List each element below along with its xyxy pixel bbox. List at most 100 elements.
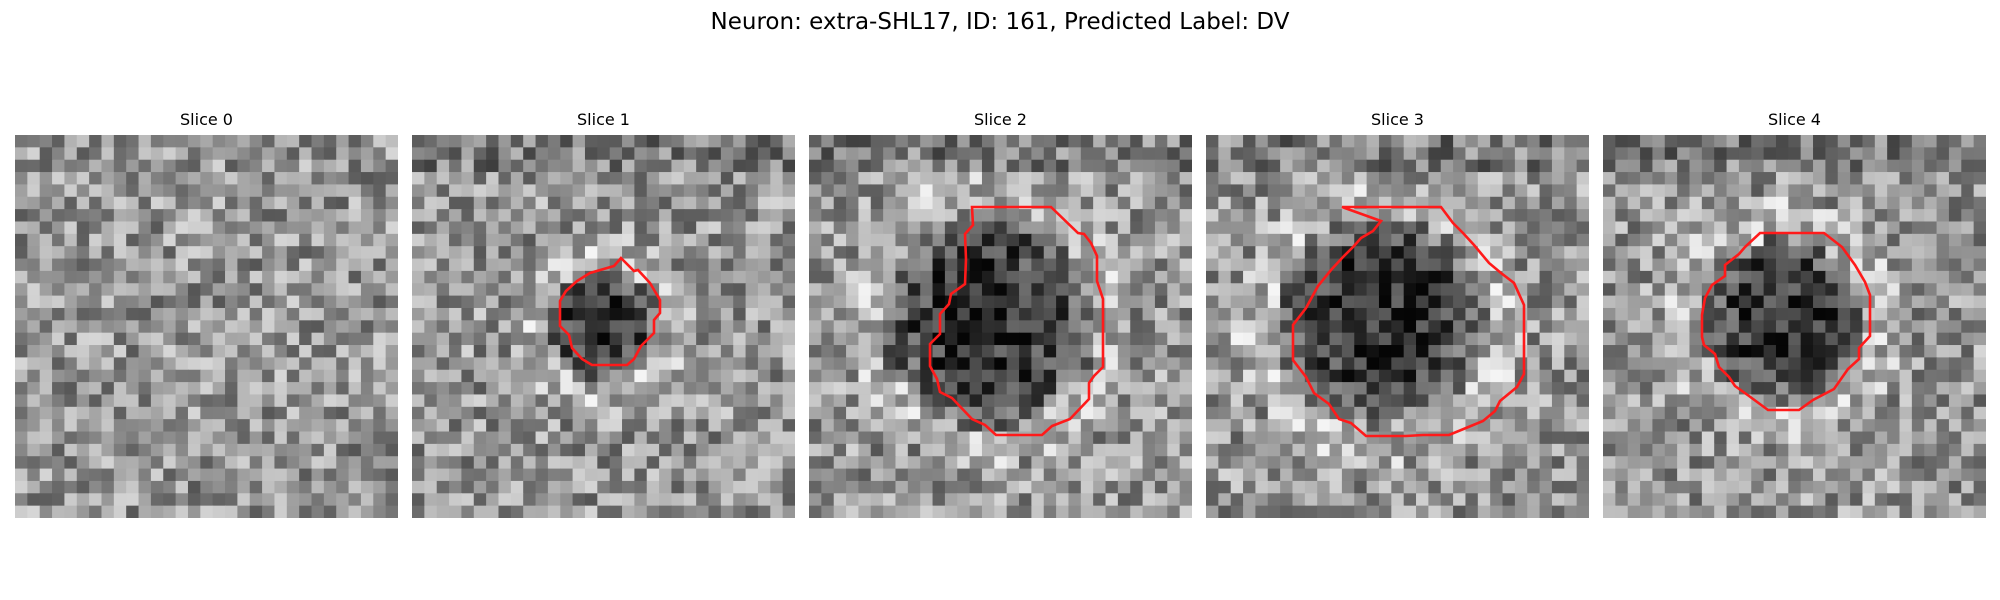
pixel	[89, 431, 103, 445]
pixel	[1887, 270, 1901, 284]
pixel	[1255, 159, 1269, 173]
pixel	[1788, 493, 1802, 507]
pixel	[1800, 320, 1814, 334]
pixel	[1825, 419, 1839, 433]
pixel	[15, 443, 28, 457]
pixel	[200, 283, 214, 297]
pixel	[1677, 246, 1691, 260]
pixel	[1329, 332, 1343, 346]
pixel	[1105, 159, 1119, 173]
pixel	[1627, 332, 1641, 346]
pixel	[535, 283, 549, 297]
pixel	[486, 456, 500, 470]
pixel	[1354, 394, 1368, 408]
pixel	[659, 332, 673, 346]
pixel	[1329, 283, 1343, 297]
pixel	[907, 369, 921, 383]
pixel	[1167, 480, 1181, 494]
pixel	[412, 332, 425, 346]
pixel	[609, 443, 623, 457]
pixel	[1664, 221, 1678, 235]
pixel	[944, 320, 958, 334]
pixel	[27, 147, 41, 161]
pixel	[385, 431, 398, 445]
pixel	[1800, 246, 1814, 260]
pixel	[622, 369, 635, 383]
pixel	[1825, 369, 1839, 383]
pixel	[1167, 258, 1181, 272]
pixel	[733, 382, 747, 396]
pixel	[1354, 345, 1368, 358]
pixel	[523, 468, 537, 482]
pixel	[757, 196, 771, 210]
pixel	[757, 209, 771, 223]
pixel	[1738, 345, 1752, 358]
pixel	[622, 419, 635, 433]
pixel	[1751, 159, 1765, 173]
pixel	[1936, 295, 1950, 309]
pixel	[348, 431, 362, 445]
pixel	[646, 209, 660, 223]
pixel	[225, 295, 238, 309]
pixel	[175, 246, 189, 260]
pixel	[1825, 147, 1839, 161]
pixel	[782, 320, 795, 334]
pixel	[1564, 196, 1578, 210]
pixel	[846, 307, 860, 321]
pixel	[1788, 456, 1802, 470]
pixel	[1813, 159, 1826, 173]
pixel	[1341, 258, 1355, 272]
pixel	[486, 233, 500, 247]
pixel	[1304, 184, 1318, 198]
pixel	[1640, 320, 1654, 334]
pixel	[1428, 443, 1442, 457]
pixel	[1019, 283, 1032, 297]
pixel	[1154, 493, 1168, 507]
pixel	[994, 505, 1008, 518]
pixel	[1738, 283, 1752, 297]
pixel	[957, 406, 971, 420]
pixel	[436, 493, 450, 507]
pixel	[76, 246, 90, 260]
pixel	[821, 307, 835, 321]
pixel	[1440, 172, 1454, 186]
pixel	[907, 135, 921, 148]
pixel	[1652, 270, 1666, 284]
pixel	[1862, 456, 1876, 470]
pixel	[895, 345, 909, 358]
pixel	[1080, 283, 1094, 297]
pixel	[348, 493, 362, 507]
pixel	[187, 320, 201, 334]
pixel	[1378, 147, 1392, 161]
pixel	[883, 258, 897, 272]
pixel	[449, 332, 463, 346]
pixel	[200, 184, 214, 198]
pixel	[150, 332, 164, 346]
pixel	[1304, 443, 1318, 457]
pixel	[274, 270, 288, 284]
pixel	[1627, 196, 1641, 210]
pixel	[895, 468, 909, 482]
pixel	[1006, 406, 1020, 420]
pixel	[1677, 382, 1691, 396]
pixel	[1527, 233, 1541, 247]
pixel	[535, 307, 549, 321]
pixel	[1551, 468, 1565, 482]
pixel	[622, 382, 635, 396]
pixel	[1105, 246, 1119, 260]
pixel	[101, 419, 115, 433]
pixel	[1862, 135, 1876, 148]
pixel	[1800, 233, 1814, 247]
pixel	[1453, 406, 1467, 420]
pixel	[1218, 493, 1232, 507]
pixel	[597, 505, 611, 518]
pixel	[1230, 456, 1244, 470]
pixel	[1329, 172, 1343, 186]
pixel	[944, 493, 958, 507]
pixel	[461, 295, 475, 309]
pixel	[659, 406, 673, 420]
pixel	[89, 233, 103, 247]
pixel	[981, 431, 995, 445]
pixel	[113, 493, 127, 507]
pixel	[1465, 394, 1479, 408]
